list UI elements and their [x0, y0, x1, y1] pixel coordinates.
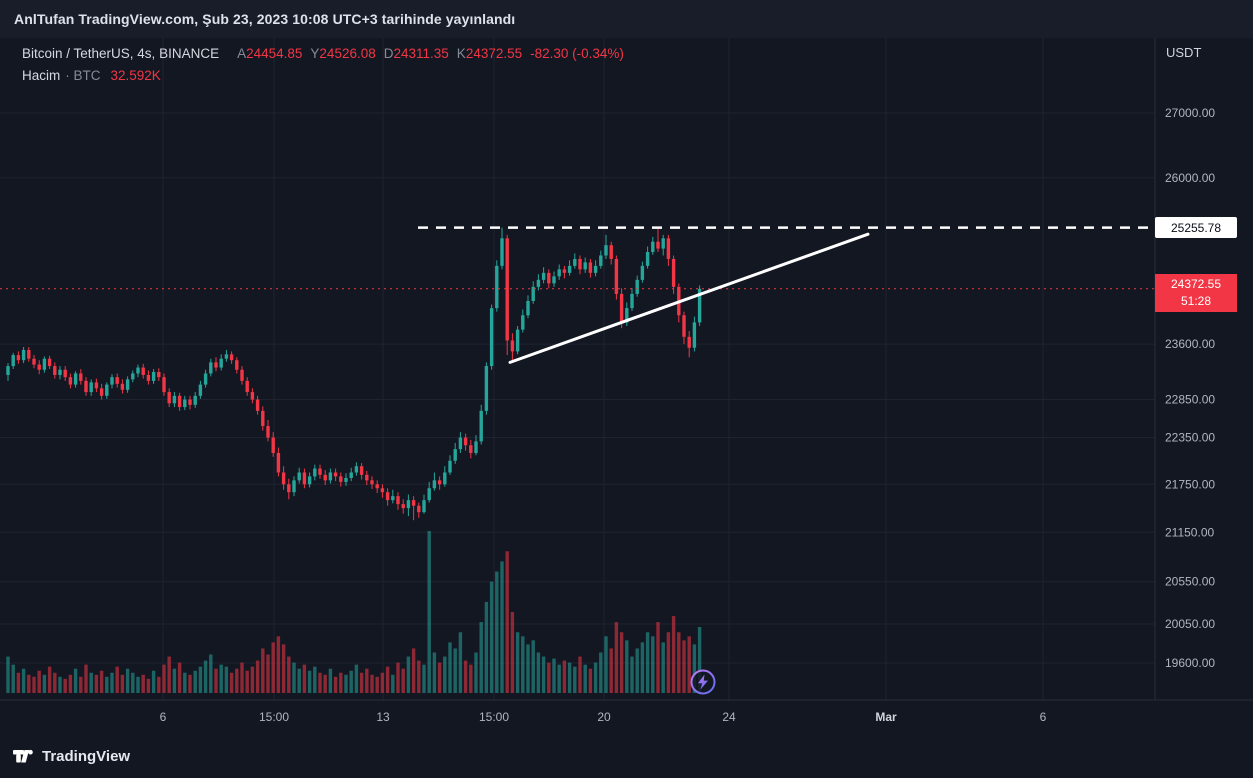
- axis-currency-label: USDT: [1166, 45, 1202, 60]
- ohlc-low-letter: D: [383, 46, 394, 61]
- volume-symbol: · BTC: [65, 68, 101, 83]
- svg-text:26000.00: 26000.00: [1165, 171, 1215, 185]
- svg-text:6: 6: [1040, 710, 1047, 724]
- current-price-label: 24372.55 51:28: [1155, 274, 1237, 312]
- svg-text:19600.00: 19600.00: [1165, 656, 1215, 670]
- ohlc-close-letter: K: [456, 46, 466, 61]
- time-axis[interactable]: 6 15:00 13 15:00 20 24 Mar 6: [160, 710, 1047, 724]
- bar-countdown: 51:28: [1180, 294, 1212, 308]
- svg-text:24: 24: [722, 710, 736, 724]
- ohlc-open-value: 24454.85: [246, 46, 303, 61]
- volume-layer: [6, 531, 702, 693]
- svg-text:22350.00: 22350.00: [1165, 431, 1215, 445]
- svg-text:21750.00: 21750.00: [1165, 477, 1215, 491]
- svg-text:23600.00: 23600.00: [1165, 337, 1215, 351]
- price-axis[interactable]: 27000.00 26000.00 23600.00 22850.00 22350.00…: [1165, 106, 1215, 670]
- svg-text:15:00: 15:00: [479, 710, 509, 724]
- grid-layer: [0, 38, 1155, 700]
- svg-text:21150.00: 21150.00: [1165, 525, 1214, 539]
- svg-text:20550.00: 20550.00: [1165, 575, 1215, 589]
- axis-separators: [0, 38, 1253, 701]
- svg-text:27000.00: 27000.00: [1165, 106, 1215, 120]
- current-price-value: 24372.55: [1170, 276, 1222, 291]
- drawing-level-value: 25255.78: [1170, 220, 1222, 235]
- legend-volume-row: Hacim · BTC 32.592K: [22, 68, 624, 83]
- drawings-layer: [0, 226, 1155, 364]
- volume-label: Hacim: [22, 68, 61, 83]
- volume-value: 32.592K: [110, 68, 161, 83]
- ohlc-low-value: 24311.35: [393, 46, 449, 61]
- legend-symbol-row: Bitcoin / TetherUS, 4s, BINANCE A 24454.8…: [22, 46, 624, 61]
- candles-layer: [6, 227, 702, 521]
- publish-info: AnlTufan TradingView.com, Şub 23, 2023 1…: [14, 11, 516, 27]
- svg-text:22850.00: 22850.00: [1165, 393, 1215, 407]
- ohlc-open-letter: A: [237, 46, 247, 61]
- svg-text:20050.00: 20050.00: [1165, 617, 1215, 631]
- chart-legend: Bitcoin / TetherUS, 4s, BINANCE A 24454.8…: [22, 46, 624, 83]
- ohlc-high-letter: Y: [310, 46, 320, 61]
- svg-text:6: 6: [160, 710, 167, 724]
- svg-text:20: 20: [597, 710, 611, 724]
- svg-text:15:00: 15:00: [259, 710, 289, 724]
- publish-header: AnlTufan TradingView.com, Şub 23, 2023 1…: [0, 0, 1253, 38]
- price-change: -82.30 (-0.34%): [530, 46, 624, 61]
- svg-text:Mar: Mar: [875, 710, 897, 724]
- ohlc-high-value: 24526.08: [319, 46, 376, 61]
- tradingview-brand-text: TradingView: [42, 747, 131, 765]
- flash-icon[interactable]: [689, 668, 717, 696]
- tradingview-logo[interactable]: TradingView: [12, 745, 130, 767]
- drawing-level-label: 25255.78: [1155, 217, 1237, 238]
- symbol-title: Bitcoin / TetherUS, 4s, BINANCE: [22, 46, 220, 61]
- svg-text:13: 13: [376, 710, 390, 724]
- ohlc-close-value: 24372.55: [465, 46, 523, 61]
- tradingview-logomark: [13, 749, 33, 763]
